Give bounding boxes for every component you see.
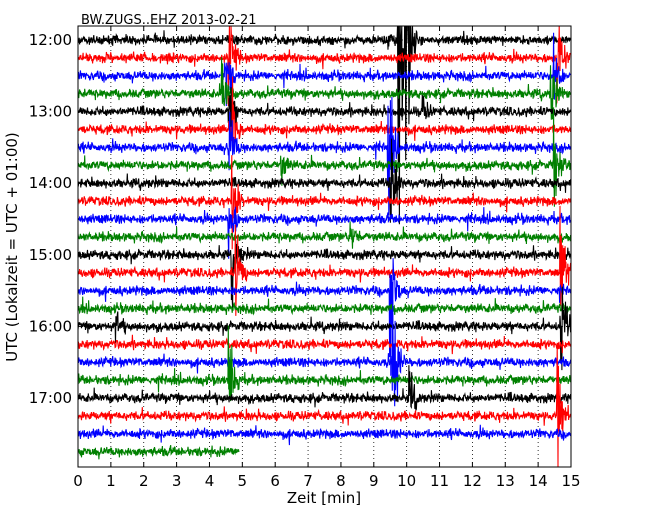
plot-frame [77,25,572,468]
trace-line [77,286,572,371]
trace-line [77,296,572,316]
x-tick-label: 2 [139,472,149,490]
trace-line [77,299,572,407]
trace-line [77,424,572,446]
x-tick-label: 12 [463,472,482,490]
chart-title: BW.ZUGS..EHZ 2013-02-21 [81,13,257,28]
trace-line [77,444,240,460]
trace-line [77,107,572,207]
x-tick-label: 5 [238,472,248,490]
trace-line [77,25,571,225]
x-tick-label: 8 [336,472,346,490]
x-tick-label: 10 [397,472,416,490]
trace-line [77,347,572,467]
trace-line [77,334,572,355]
trace-line [77,96,572,216]
y-tick-label: 12:00 [29,31,72,49]
x-tick-label: 3 [172,472,182,490]
trace-line [77,206,572,259]
x-tick-label: 9 [369,472,379,490]
x-tick-label: 14 [529,472,548,490]
grid-lines [78,26,571,467]
axis-ticks: 0 1 2 3 4 5 6 7 8 9 10 11 12 13 14 1512:0013:0014:0015:… [29,26,581,490]
trace-line [77,240,572,309]
trace-line [77,76,572,144]
x-tick-label: 1 [106,472,116,490]
y-tick-label: 13:00 [29,103,72,121]
trace-line [77,205,572,316]
trace-line [77,32,572,107]
y-axis-label: UTC (Lokalzeit = UTC + 01:00) [3,132,21,362]
trace-line [77,155,572,250]
trace-line [77,25,572,107]
x-tick-label: 13 [496,472,515,490]
trace-line [77,87,572,139]
x-tick-label: 15 [561,472,580,490]
y-tick-label: 15:00 [29,246,72,264]
x-axis-label: Zeit [min] [287,489,361,507]
trace-line [77,365,572,411]
trace-line [77,325,571,402]
trace-line [77,138,572,223]
y-tick-label: 14:00 [29,174,72,192]
seismic-traces [77,25,572,467]
x-tick-label: 7 [303,472,313,490]
trace-line [77,221,572,249]
x-tick-label: 6 [270,472,280,490]
y-tick-label: 16:00 [29,317,72,335]
x-tick-label: 4 [205,472,215,490]
x-tick-label: 11 [430,472,449,490]
trace-line [77,258,572,376]
y-tick-label: 17:00 [29,389,72,407]
trace-line [77,57,572,120]
x-tick-label: 0 [73,472,83,490]
